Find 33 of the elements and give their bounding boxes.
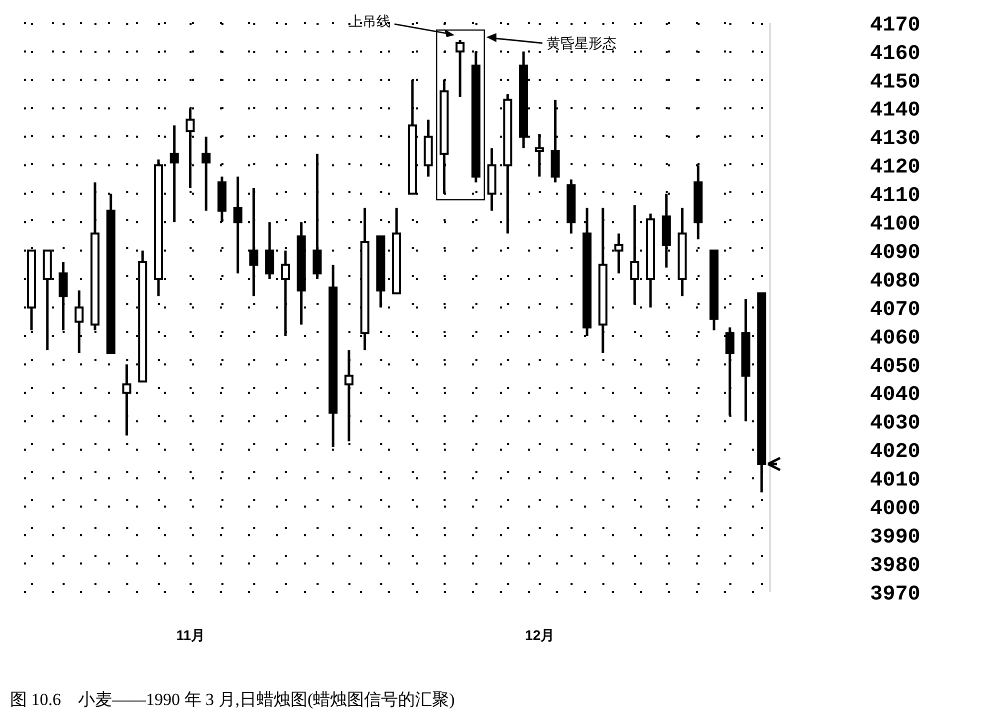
candlestick: [202, 136, 211, 212]
y-tick-label: 4090: [870, 242, 920, 265]
y-tick-label: 3980: [870, 554, 920, 578]
y-tick-label: 4160: [870, 42, 920, 66]
y-tick-label: 4020: [870, 441, 920, 464]
y-tick-label: 4140: [870, 100, 920, 123]
y-tick-label: 4120: [870, 156, 920, 180]
y-tick-label: 4130: [870, 128, 920, 152]
y-tick-label: 4030: [870, 412, 920, 436]
y-tick-label: 4060: [870, 327, 920, 350]
y-tick-label: 4150: [870, 71, 920, 94]
y-tick-label: 4040: [870, 384, 920, 408]
y-tick-label: 4000: [870, 498, 920, 521]
y-tick-label: 4100: [870, 214, 920, 236]
text: 图 10.6 小麦——1990 年 3 月,日蜡烛图(蜡烛图信号的汇聚): [10, 689, 455, 711]
y-tick-label: 4070: [870, 298, 920, 322]
candlestick: [312, 152, 322, 280]
y-tick-label: 3970: [870, 583, 920, 606]
x-tick-label: 12月: [525, 626, 555, 643]
y-tick-label: 4010: [870, 470, 920, 493]
candlestick: [456, 38, 465, 98]
y-tick-label: 4110: [870, 185, 920, 208]
y-tick-label: 4080: [870, 270, 920, 294]
candlestick: [265, 220, 274, 280]
candlestick: [233, 175, 242, 275]
y-tick-label: 4170: [870, 14, 920, 38]
x-tick-label: 11月: [176, 626, 206, 643]
annotation: 上吊线: [348, 13, 390, 30]
candlestick: [170, 124, 179, 224]
y-tick-label: 3990: [870, 526, 920, 550]
y-tick-label: 4050: [870, 356, 920, 379]
annotation: 黄昏星形态: [546, 35, 616, 52]
candlestick: [122, 363, 132, 437]
